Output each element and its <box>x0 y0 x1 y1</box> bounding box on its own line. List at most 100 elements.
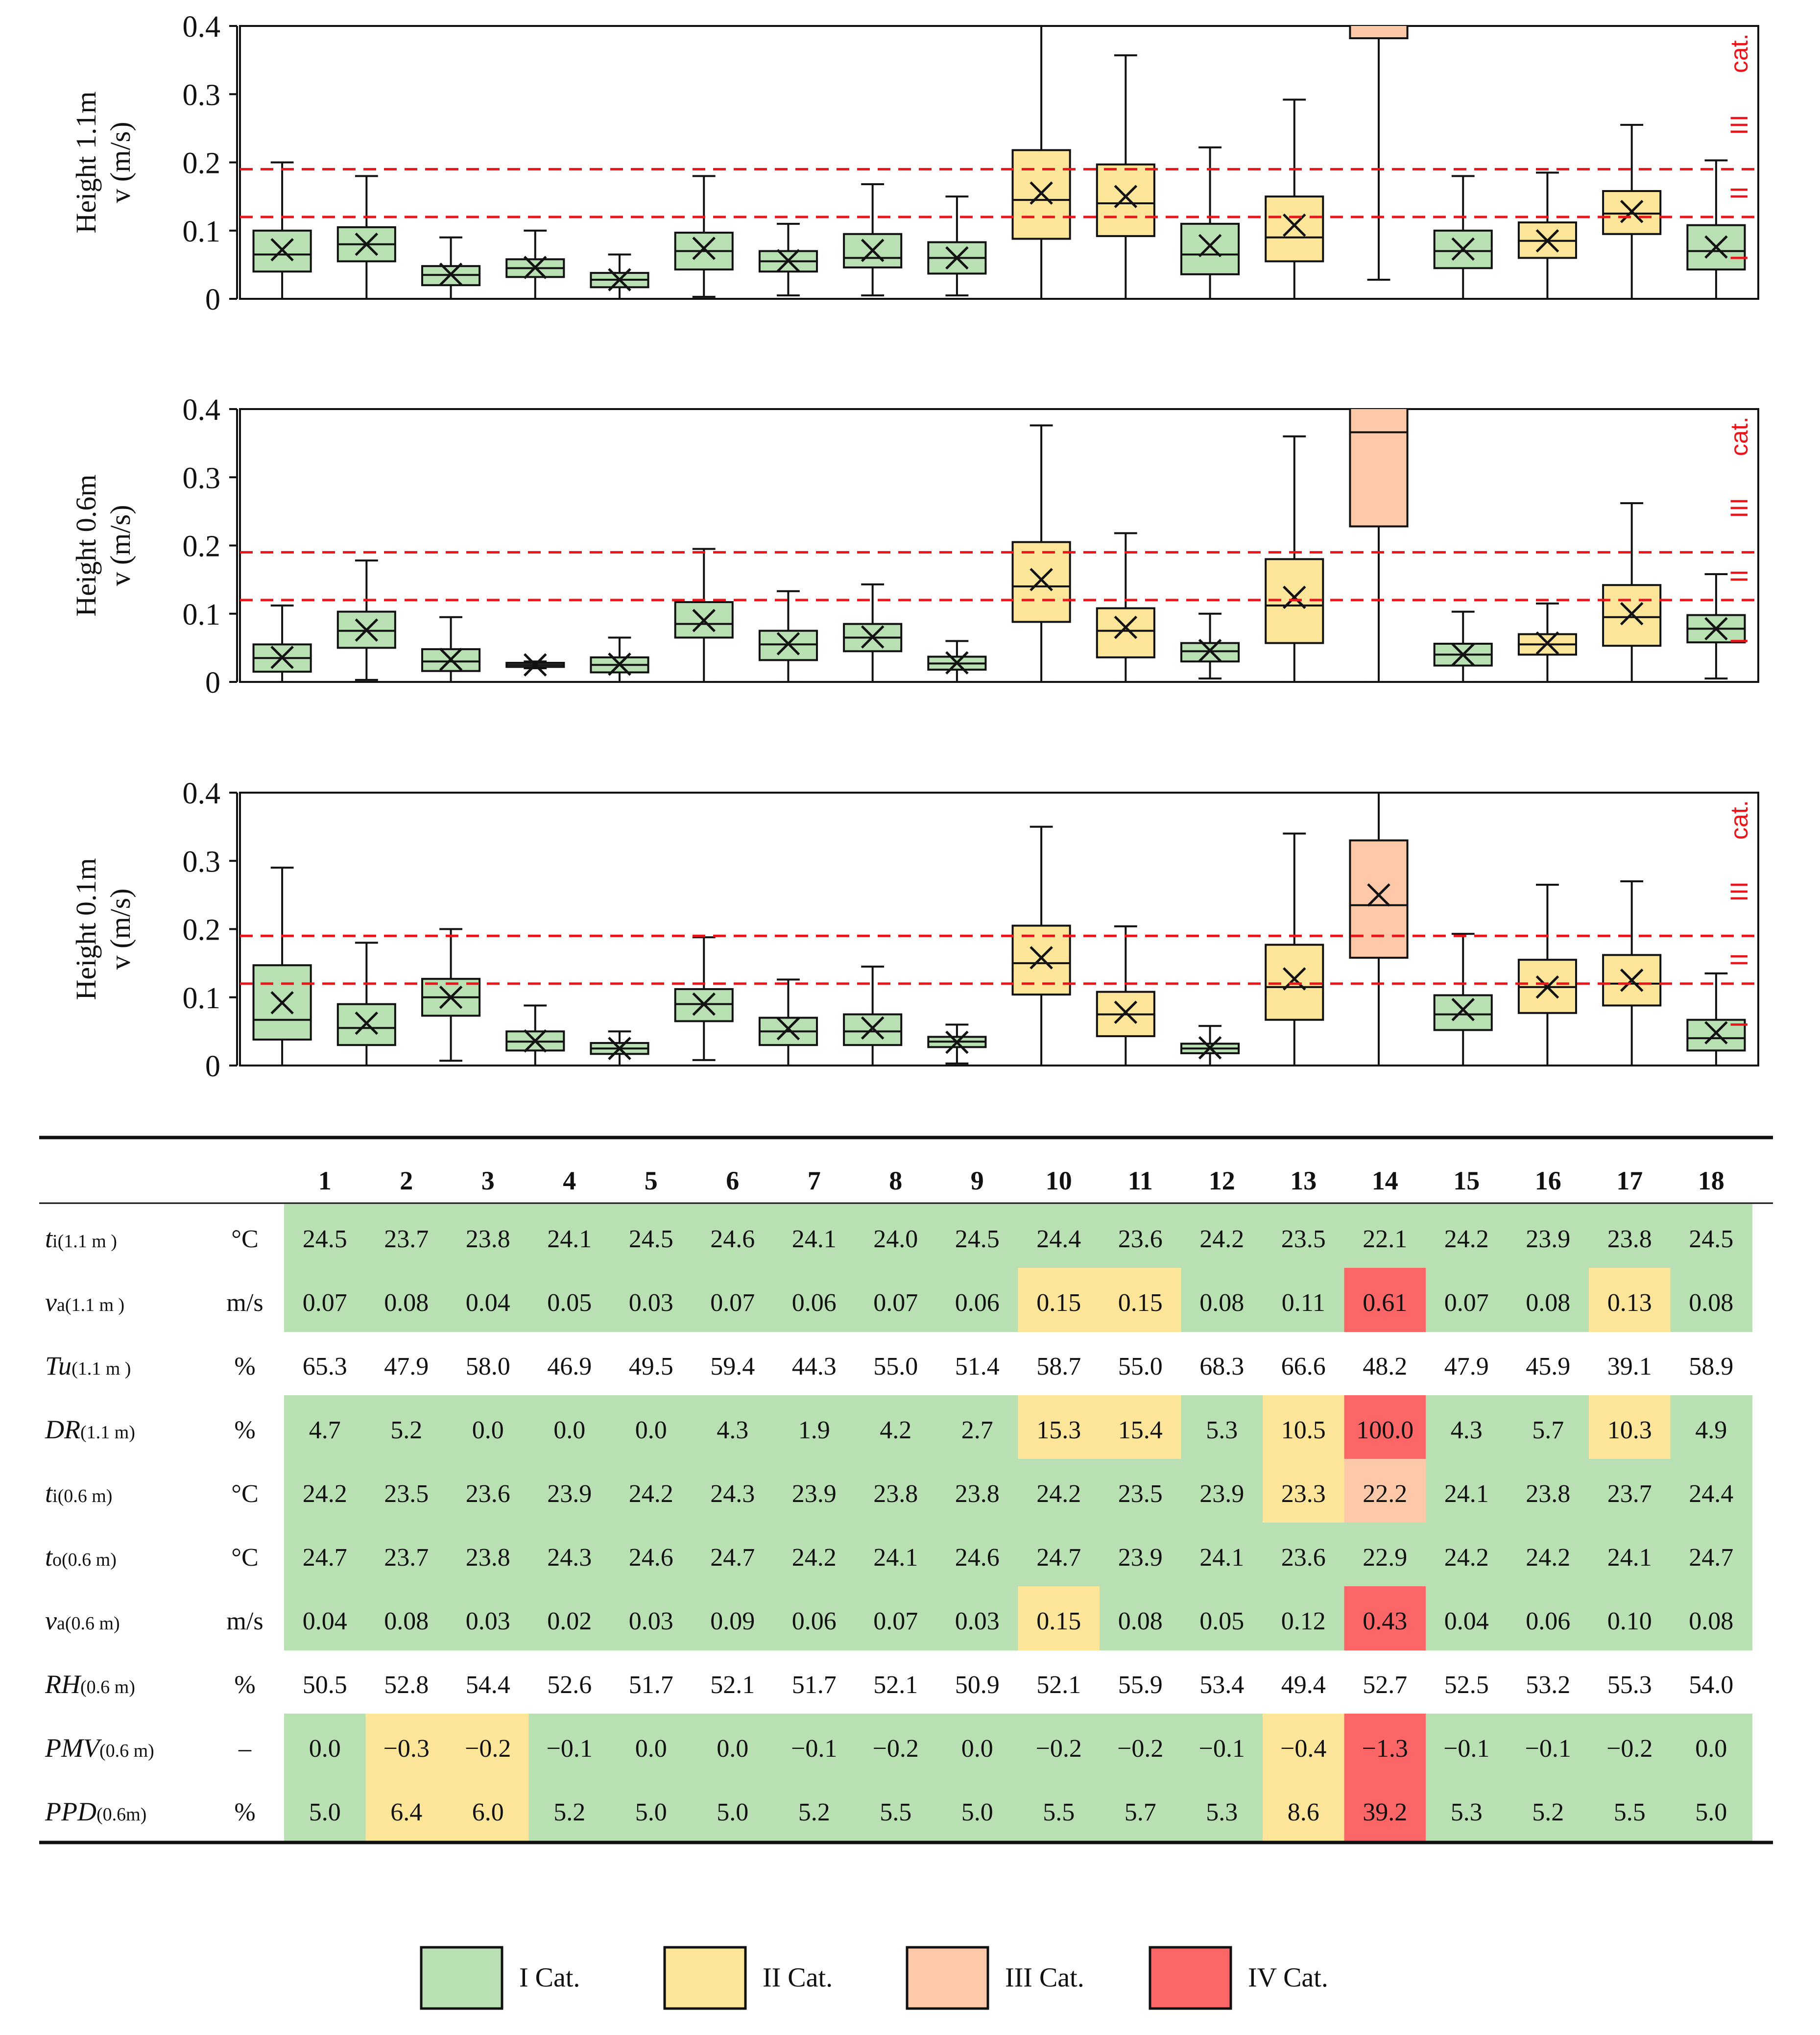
table-cell: 5.3 <box>1451 1798 1483 1826</box>
mean-marker <box>1283 585 1306 609</box>
category-label: I <box>1725 254 1753 261</box>
table-cell: 5.2 <box>798 1798 830 1826</box>
table-cell: 2.7 <box>961 1416 993 1444</box>
table-cell-bg <box>1181 1459 1263 1523</box>
table-cell: 0.07 <box>303 1289 347 1317</box>
row-subscript: a(0.6 m) <box>57 1613 120 1634</box>
box-iqr <box>1011 541 1071 623</box>
table-cell: −0.1 <box>1525 1735 1571 1763</box>
table-cell: 5.2 <box>553 1798 585 1826</box>
y-axis-label-height: Height 1.1m <box>70 92 102 234</box>
y-tick-label: 0 <box>205 283 220 316</box>
table-cell: 24.1 <box>547 1225 592 1253</box>
box-8 <box>843 183 903 297</box>
table-cell: 24.7 <box>1689 1544 1733 1572</box>
table-cell: 0.04 <box>1444 1607 1489 1635</box>
table-cell: 5.7 <box>1532 1416 1564 1444</box>
column-header: 14 <box>1372 1166 1398 1195</box>
table-cell-bg <box>692 1777 774 1841</box>
table-cell: 39.2 <box>1363 1798 1407 1826</box>
table-cell-bg <box>773 1395 856 1459</box>
table-cell: 48.2 <box>1363 1353 1407 1381</box>
legend-item-III: III Cat. <box>906 1946 1084 2010</box>
table-cell-bg <box>365 1204 448 1268</box>
table-cell-bg <box>1670 1395 1752 1459</box>
table-cell-bg <box>936 1204 1019 1268</box>
mean-marker <box>270 646 294 669</box>
box-15 <box>1433 933 1493 1066</box>
table-cell-bg <box>936 1395 1019 1459</box>
table-cell: 23.5 <box>1118 1480 1163 1508</box>
table-cell: 46.9 <box>547 1353 592 1381</box>
table-cell-bg <box>1670 1459 1752 1523</box>
table-cell: 55.0 <box>873 1353 918 1381</box>
table-cell: 0.06 <box>792 1289 837 1317</box>
table-cell: 24.6 <box>629 1544 673 1572</box>
column-header: 12 <box>1209 1166 1235 1195</box>
table-cell: 1.9 <box>798 1416 830 1444</box>
box-6 <box>674 936 734 1061</box>
column-header: 8 <box>889 1166 902 1195</box>
table-cell: 68.3 <box>1199 1353 1244 1381</box>
table-cell: 0.03 <box>629 1607 673 1635</box>
table-cell-bg <box>855 1268 937 1332</box>
table-cell: 23.8 <box>1526 1480 1570 1508</box>
table-cell-bg <box>365 1459 448 1523</box>
box-7 <box>758 222 818 297</box>
mean-marker <box>861 239 885 262</box>
legend-swatch <box>663 1946 747 2010</box>
box-5 <box>590 253 649 299</box>
table-cell-bg <box>1018 1586 1100 1650</box>
table-cell-bg <box>692 1395 774 1459</box>
table-cell: 23.8 <box>466 1544 510 1572</box>
table-cell: 24.6 <box>710 1225 755 1253</box>
legend-label: I Cat. <box>519 1962 580 1993</box>
table-cell: 51.4 <box>955 1353 1000 1381</box>
category-label: II <box>1725 953 1753 967</box>
row-label: va(0.6 m) <box>45 1606 120 1635</box>
y-axis-label-height: Height 0.1m <box>70 858 102 1000</box>
table-cell-bg <box>1426 1459 1508 1523</box>
table-cell: 0.03 <box>629 1289 673 1317</box>
mean-marker <box>1704 617 1728 641</box>
y-tick-label: 0.4 <box>183 777 221 810</box>
table-cell-bg <box>1344 1586 1426 1650</box>
column-header: 5 <box>645 1166 658 1195</box>
row-label: RH(0.6 m) <box>45 1670 135 1699</box>
table-cell-bg <box>447 1523 529 1587</box>
table-row: Tu(1.1 m )% 65.3 47.9 58.0 46.9 49.5 59.4 44.3 5… <box>45 1351 1733 1381</box>
table-cell-bg <box>855 1395 937 1459</box>
column-header: 3 <box>481 1166 495 1195</box>
table-cell: 15.4 <box>1118 1416 1163 1444</box>
row-label: ti(1.1 m ) <box>45 1224 117 1253</box>
box-1 <box>252 161 312 299</box>
mean-marker <box>861 625 885 649</box>
legend-swatch <box>906 1946 989 2010</box>
table-cell: −0.1 <box>791 1735 837 1763</box>
table-cell-bg <box>1426 1714 1508 1778</box>
table-cell: 5.0 <box>961 1798 993 1826</box>
mean-marker <box>1704 1021 1728 1044</box>
table-cell: 23.8 <box>466 1225 510 1253</box>
box-2 <box>336 942 396 1066</box>
table-cell: 24.2 <box>1036 1480 1081 1508</box>
table-cell-bg <box>1426 1268 1508 1332</box>
column-header: 1 <box>318 1166 332 1195</box>
table-cell: 4.3 <box>1451 1416 1483 1444</box>
box-iqr <box>1180 222 1240 275</box>
table-cell: 24.2 <box>629 1480 673 1508</box>
table-cell-bg <box>284 1523 366 1587</box>
table-cell-bg <box>1100 1268 1182 1332</box>
table-cell-bg <box>692 1268 774 1332</box>
table-cell: 24.1 <box>1607 1544 1652 1572</box>
table-cell: 23.5 <box>1281 1225 1326 1253</box>
table-cell-bg <box>1344 1268 1426 1332</box>
table-cell: 5.2 <box>1532 1798 1564 1826</box>
y-tick-label: 0.1 <box>183 215 221 248</box>
table-cell: 23.7 <box>1607 1480 1652 1508</box>
table-cell: 0.0 <box>472 1416 504 1444</box>
table-cell-bg <box>936 1777 1019 1841</box>
table-cell-bg <box>1344 1204 1426 1268</box>
table-cell-bg <box>692 1714 774 1778</box>
